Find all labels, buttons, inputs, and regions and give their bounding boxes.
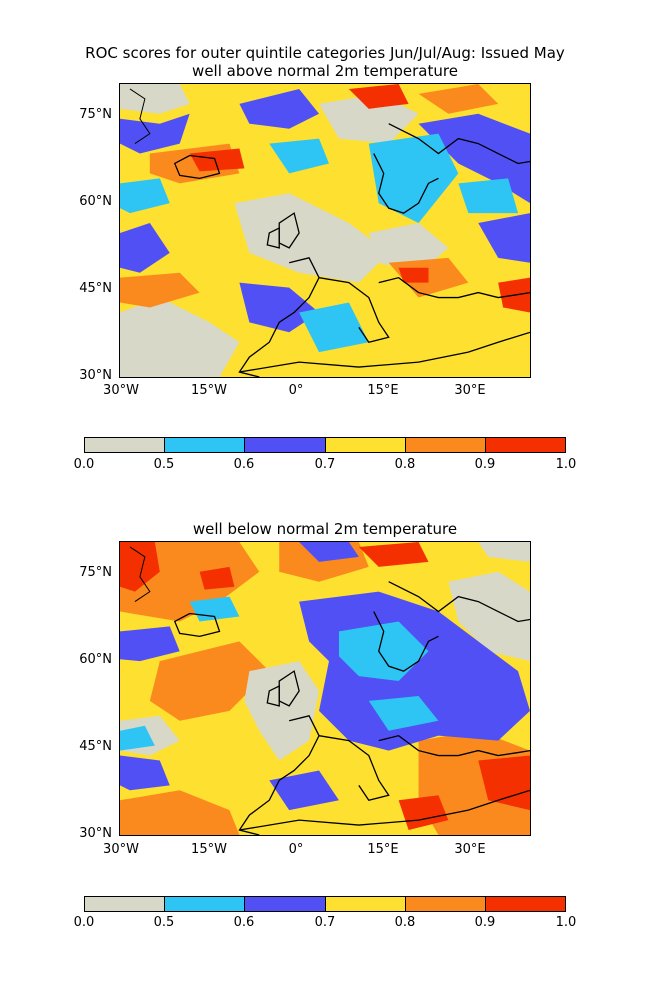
panel2-lon-tick-0: 0° [288,842,304,857]
panel1-cb-tick-5: 0.9 [474,457,496,472]
panel1-lat-tick-60n: 60°N [79,194,112,209]
panel1-lat-tick-45n: 45°N [79,281,112,296]
colorbar-seg-2 [245,438,326,452]
panel1-map [119,83,531,378]
panel2-lon-tick-15e: 15°E [367,842,399,857]
panel1-title: well above normal 2m temperature [192,62,458,80]
panel1-lat-tick-75n: 75°N [79,107,112,122]
colorbar-seg-1 [165,897,246,911]
colorbar-seg-2 [245,897,326,911]
panel1-map-svg [120,84,530,377]
panel1-lon-tick-30w: 30°W [103,383,139,398]
panel2-cb-tick-6: 1.0 [555,915,577,930]
panel2-lon-tick-15w: 15°W [191,842,227,857]
colorbar-seg-5 [485,438,566,452]
colorbar-seg-3 [325,438,406,452]
panel1-lon-tick-30e: 30°E [454,383,486,398]
panel1-lon-tick-15e: 15°E [367,383,399,398]
panel1-lon-tick-0: 0° [288,383,304,398]
colorbar-seg-1 [165,438,246,452]
panel2-map [119,541,531,836]
panel2-cb-tick-5: 0.9 [474,915,496,930]
panel2-cb-tick-3: 0.7 [314,915,336,930]
colorbar-seg-5 [485,897,566,911]
panel2-map-svg [120,542,530,835]
panel2-lon-tick-30w: 30°W [103,842,139,857]
panel2-lat-tick-45n: 45°N [79,739,112,754]
panel2-cb-tick-1: 0.5 [153,915,175,930]
panel2-cb-tick-4: 0.8 [394,915,416,930]
colorbar-seg-0 [85,438,166,452]
panel2-cb-tick-2: 0.6 [233,915,255,930]
colorbar-seg-4 [405,897,486,911]
panel2-lat-tick-30n: 30°N [79,826,112,841]
panel2-cb-tick-0: 0.0 [73,915,95,930]
panel1-cb-tick-2: 0.6 [233,457,255,472]
panel1-cb-tick-4: 0.8 [394,457,416,472]
panel2-lat-tick-60n: 60°N [79,652,112,667]
panel2-lon-tick-30e: 30°E [454,842,486,857]
colorbar-seg-0 [85,897,166,911]
panel1-cb-tick-6: 1.0 [555,457,577,472]
colorbar-seg-3 [325,897,406,911]
panel2-colorbar [84,896,566,912]
panel1-cb-tick-0: 0.0 [73,457,95,472]
panel2-title: well below normal 2m temperature [192,520,458,538]
panel1-lat-tick-30n: 30°N [79,368,112,383]
panel1-lon-tick-15w: 15°W [191,383,227,398]
panel1-cb-tick-3: 0.7 [314,457,336,472]
panel1-cb-tick-1: 0.5 [153,457,175,472]
panel2-lat-tick-75n: 75°N [79,565,112,580]
figure-title: ROC scores for outer quintile categories… [85,44,565,62]
colorbar-seg-4 [405,438,486,452]
panel1-colorbar [84,437,566,453]
